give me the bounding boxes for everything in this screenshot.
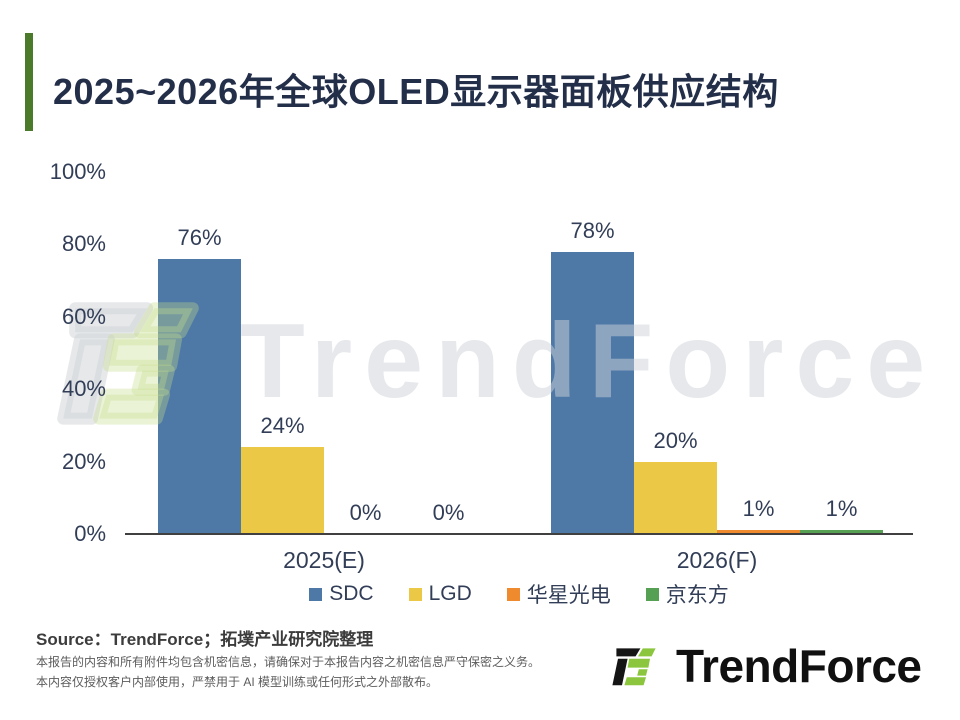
bar-value-label: 20% [653,428,698,453]
bar-华星光电 [717,530,800,534]
x-axis-category-label: 2026(F) [676,547,758,573]
disclaimer-line: 本内容仅授权客户内部使用，严禁用于 AI 模型训练或任何形式之外部散布。 [36,675,439,689]
legend-item: 华星光电 [506,579,611,609]
legend-item: LGD [408,582,472,606]
chart-legend: SDC LGD 华星光电 京东方 [125,579,913,609]
y-axis-tick-label: 40% [61,376,106,402]
legend-item: SDC [309,582,374,606]
bar-value-label: 1% [742,496,775,521]
legend-label: 华星光电 [526,584,611,607]
legend-swatch [645,587,659,601]
bar-value-label: 24% [260,413,305,438]
trendforce-logo: TrendForce [610,641,922,691]
x-axis-line [125,533,913,535]
disclaimer-line: 本报告的内容和所有附件均包含机密信息，请确保对于本报告内容之机密信息严守保密之义… [36,655,541,669]
trendforce-logo-icon [612,648,656,686]
bar-value-label: 1% [825,496,858,521]
bar-LGD [634,462,717,534]
bar-LGD [241,447,324,534]
legend-swatch [408,587,422,601]
bar-SDC [551,252,634,534]
y-axis-tick-label: 0% [74,521,106,546]
bar-value-label: 0% [432,500,465,525]
legend-swatch [506,587,520,601]
y-axis-tick-label: 60% [61,303,106,329]
trendforce-logo-text: TrendForce [676,640,922,692]
x-axis-category-label: 2025(E) [283,547,365,573]
disclaimer: 本报告的内容和所有附件均包含机密信息，请确保对于本报告内容之机密信息严守保密之义… [36,652,540,692]
page-title: 2025~2026年全球OLED显示器面板供应结构 [53,71,779,112]
source-note: Source：TrendForce；拓墣产业研究院整理 [36,630,374,649]
legend-label: SDC [329,582,374,605]
y-axis-tick-label: 80% [61,231,106,257]
legend-label: 京东方 [665,584,729,607]
bar-value-label: 76% [177,225,222,250]
title-accent-bar [25,33,33,131]
y-axis-tick-label: 20% [61,448,106,474]
bar-value-label: 78% [570,218,615,243]
legend-label: LGD [428,582,472,605]
bar-SDC [158,259,241,534]
bar-京东方 [800,530,883,534]
legend-item: 京东方 [645,579,729,609]
y-axis-tick-label: 100% [49,159,106,184]
legend-swatch [309,587,323,601]
bar-value-label: 0% [349,500,382,525]
